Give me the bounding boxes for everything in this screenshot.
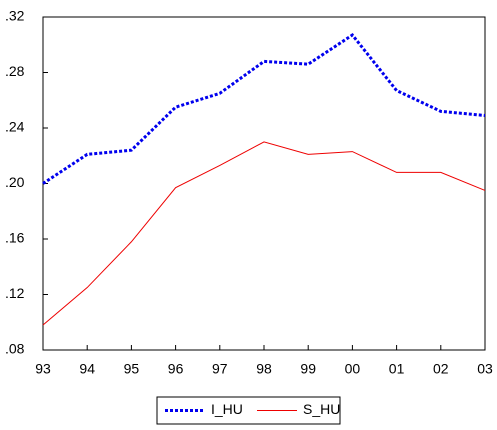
y-tick-label: .12 [5,285,25,301]
x-tick-label: 94 [79,361,95,377]
x-tick-label: 99 [300,361,316,377]
y-tick-label: .08 [5,341,25,357]
y-tick-label: .28 [5,63,25,79]
y-tick-label: .32 [5,8,25,24]
series-line [42,141,486,326]
series-line [42,33,486,185]
legend-label: S_HU [303,401,340,417]
legend-box [156,396,341,425]
x-tick-label: 96 [168,361,184,377]
legend-label: I_HU [211,401,243,417]
x-tick-label: 03 [477,361,493,377]
x-tick-label: 97 [212,361,228,377]
x-tick-label: 93 [35,361,51,377]
x-tick-label: 95 [124,361,140,377]
y-tick-label: .20 [5,174,25,190]
x-tick-label: 02 [433,361,449,377]
plot-frame [42,16,486,351]
x-tick-label: 00 [345,361,361,377]
x-tick-label: 01 [389,361,405,377]
y-tick-label: .16 [5,230,25,246]
x-tick-label: 98 [256,361,272,377]
y-tick-label: .24 [5,119,25,135]
